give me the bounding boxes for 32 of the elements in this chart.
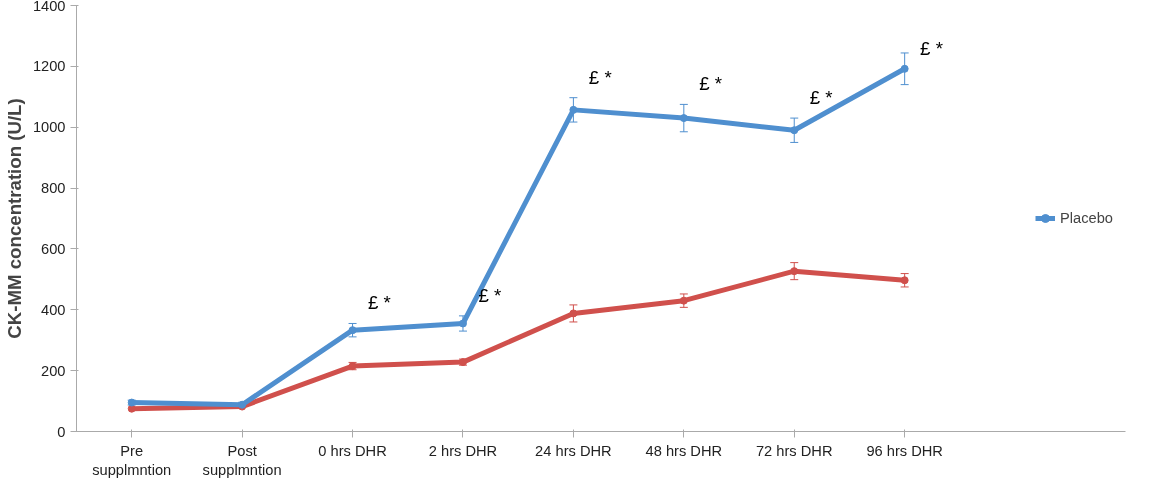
legend-label: Placebo [1060, 210, 1114, 226]
x-tick-label: 72 hrs DHR [755, 442, 833, 459]
y-tick-label: 800 [41, 180, 66, 197]
y-tick-label: 200 [41, 362, 66, 379]
point [790, 267, 799, 276]
annotation: £ * [588, 66, 612, 88]
annotation: £ * [809, 87, 833, 109]
x-tick-label: 96 hrs DHR [866, 442, 943, 459]
point [569, 105, 578, 114]
point [900, 64, 909, 73]
x-tick-label: 0 hrs DHR [318, 442, 387, 459]
y-tick-label: 600 [41, 240, 66, 257]
y-tick-label: 1400 [32, 0, 66, 14]
x-tick-label: 24 hrs DHR [535, 442, 612, 459]
x-tick-label: Pre supplmntion [92, 442, 172, 478]
y-axis-title: CK-MM concentration (U/L) [3, 98, 25, 339]
point [458, 319, 467, 328]
point [679, 114, 688, 123]
y-tick-label: 1200 [32, 58, 66, 75]
annotation: £ * [478, 284, 502, 306]
point [569, 309, 578, 318]
y-tick-label: 1000 [32, 119, 66, 136]
y-tick-label: 400 [41, 301, 66, 318]
point [348, 326, 357, 335]
annotation: £ * [699, 73, 723, 95]
x-tick-label: Post supplmntion [202, 442, 282, 478]
y-tick-label: 0 [57, 423, 66, 440]
point [790, 126, 799, 135]
annotation: £ * [920, 37, 943, 59]
x-tick-label: 48 hrs DHR [645, 442, 723, 459]
x-tick-label: 2 hrs DHR [428, 442, 498, 459]
annotation: £ * [368, 292, 391, 314]
